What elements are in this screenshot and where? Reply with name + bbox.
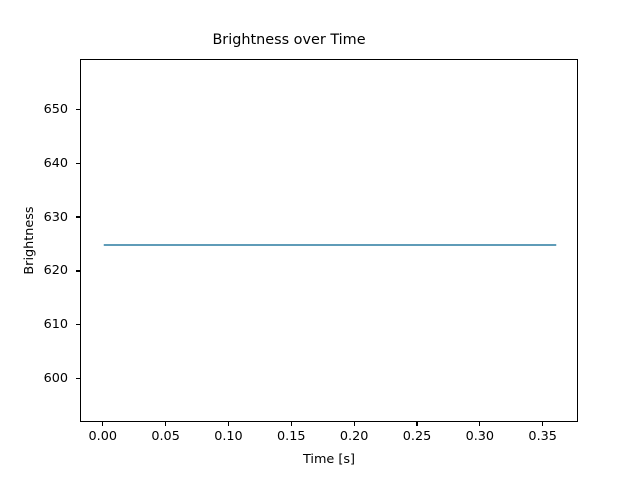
x-tick-mark: [165, 422, 167, 426]
x-axis-label: Time [s]: [302, 452, 356, 467]
y-tick-mark: [76, 216, 80, 218]
data-series-layer: [103, 244, 557, 246]
x-tick-mark: [290, 422, 292, 426]
plot-axes: [80, 59, 578, 422]
y-tick-mark: [76, 324, 80, 326]
y-tick-label: 640: [43, 155, 68, 171]
y-tick-mark: [76, 108, 80, 110]
y-tick-label: 600: [43, 371, 68, 387]
x-tick-label: 0.15: [277, 429, 306, 444]
x-tick-mark: [353, 422, 355, 426]
y-tick-label: 650: [43, 101, 68, 117]
y-tick-mark: [76, 162, 80, 164]
x-tick-mark: [102, 422, 104, 426]
plot-area: [81, 60, 577, 421]
y-tick-label: 610: [43, 317, 68, 333]
y-tick-mark: [76, 378, 80, 380]
chart-title: Brightness over Time: [212, 32, 366, 48]
x-tick-mark: [416, 422, 418, 426]
x-tick-label: 0.05: [151, 429, 180, 444]
x-tick-label: 0.20: [339, 429, 369, 444]
x-tick-label: 0.10: [214, 429, 243, 444]
y-tick-label: 620: [43, 263, 68, 279]
x-tick-label: 0.25: [402, 429, 432, 444]
x-tick-mark: [479, 422, 481, 426]
y-axis-label: Brightness: [22, 206, 37, 275]
y-tick-mark: [76, 270, 80, 272]
x-tick-label: 0.00: [88, 429, 118, 444]
x-tick-mark: [542, 422, 544, 426]
x-tick-label: 0.30: [465, 429, 495, 444]
x-tick-label: 0.35: [528, 429, 557, 444]
y-tick-label: 630: [43, 209, 68, 225]
x-tick-mark: [227, 422, 229, 426]
